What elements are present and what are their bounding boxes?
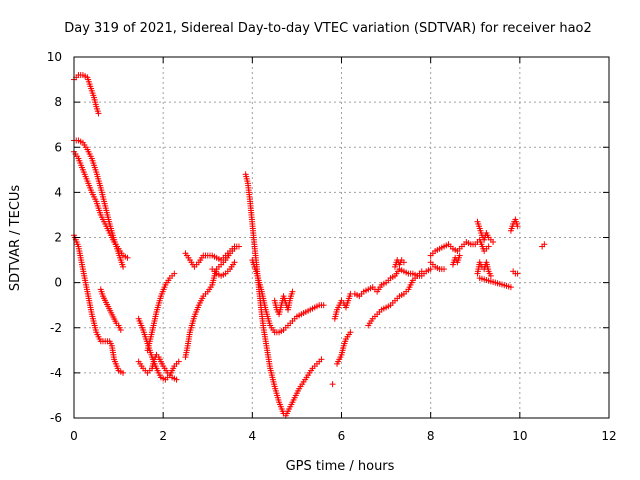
data-point xyxy=(427,266,434,273)
y-tick-label: -4 xyxy=(50,366,62,380)
x-tick-label: 0 xyxy=(70,429,78,443)
data-point xyxy=(175,358,182,365)
data-point xyxy=(541,241,548,248)
data-point xyxy=(514,270,521,277)
data-point xyxy=(441,266,448,273)
data-point xyxy=(120,263,127,270)
x-tick-label: 10 xyxy=(512,429,527,443)
y-tick-label: 6 xyxy=(54,140,62,154)
data-point xyxy=(117,327,124,334)
data-point xyxy=(514,223,521,230)
data-point xyxy=(318,356,325,363)
x-tick-label: 8 xyxy=(427,429,435,443)
x-tick-label: 6 xyxy=(338,429,346,443)
data-point xyxy=(171,270,178,277)
axis-ticks: 0 2 4 6 8 10 12 -6 -4 -2 0 2 4 6 8 10 xyxy=(47,50,617,443)
data-marks xyxy=(71,72,548,419)
data-point xyxy=(124,254,131,261)
data-point xyxy=(456,252,463,259)
data-point xyxy=(418,268,425,275)
x-tick-label: 4 xyxy=(249,429,257,443)
data-point xyxy=(507,284,514,291)
data-point xyxy=(485,243,492,250)
y-tick-label: 0 xyxy=(54,276,62,290)
data-point xyxy=(95,110,102,117)
y-tick-label: 8 xyxy=(54,95,62,109)
chart-title: Day 319 of 2021, Sidereal Day-to-day VTE… xyxy=(64,21,592,36)
data-point xyxy=(173,376,180,383)
data-point xyxy=(347,329,354,336)
y-tick-label: -6 xyxy=(50,411,62,425)
data-point xyxy=(487,272,494,279)
data-point xyxy=(289,288,296,295)
data-point xyxy=(400,259,407,266)
x-tick-label: 2 xyxy=(159,429,167,443)
y-tick-label: 2 xyxy=(54,231,62,245)
x-tick-label: 12 xyxy=(601,429,616,443)
data-point xyxy=(329,381,336,388)
data-point xyxy=(320,302,327,309)
x-axis-title: GPS time / hours xyxy=(286,459,395,474)
grid xyxy=(74,57,609,418)
y-tick-label: -2 xyxy=(50,321,62,335)
data-point xyxy=(120,369,127,376)
data-point xyxy=(490,239,497,246)
data-point xyxy=(231,259,238,266)
y-axis-title: SDTVAR / TECUs xyxy=(8,185,23,292)
y-tick-label: 4 xyxy=(54,185,62,199)
y-tick-label: 10 xyxy=(47,50,62,64)
data-point xyxy=(235,243,242,250)
